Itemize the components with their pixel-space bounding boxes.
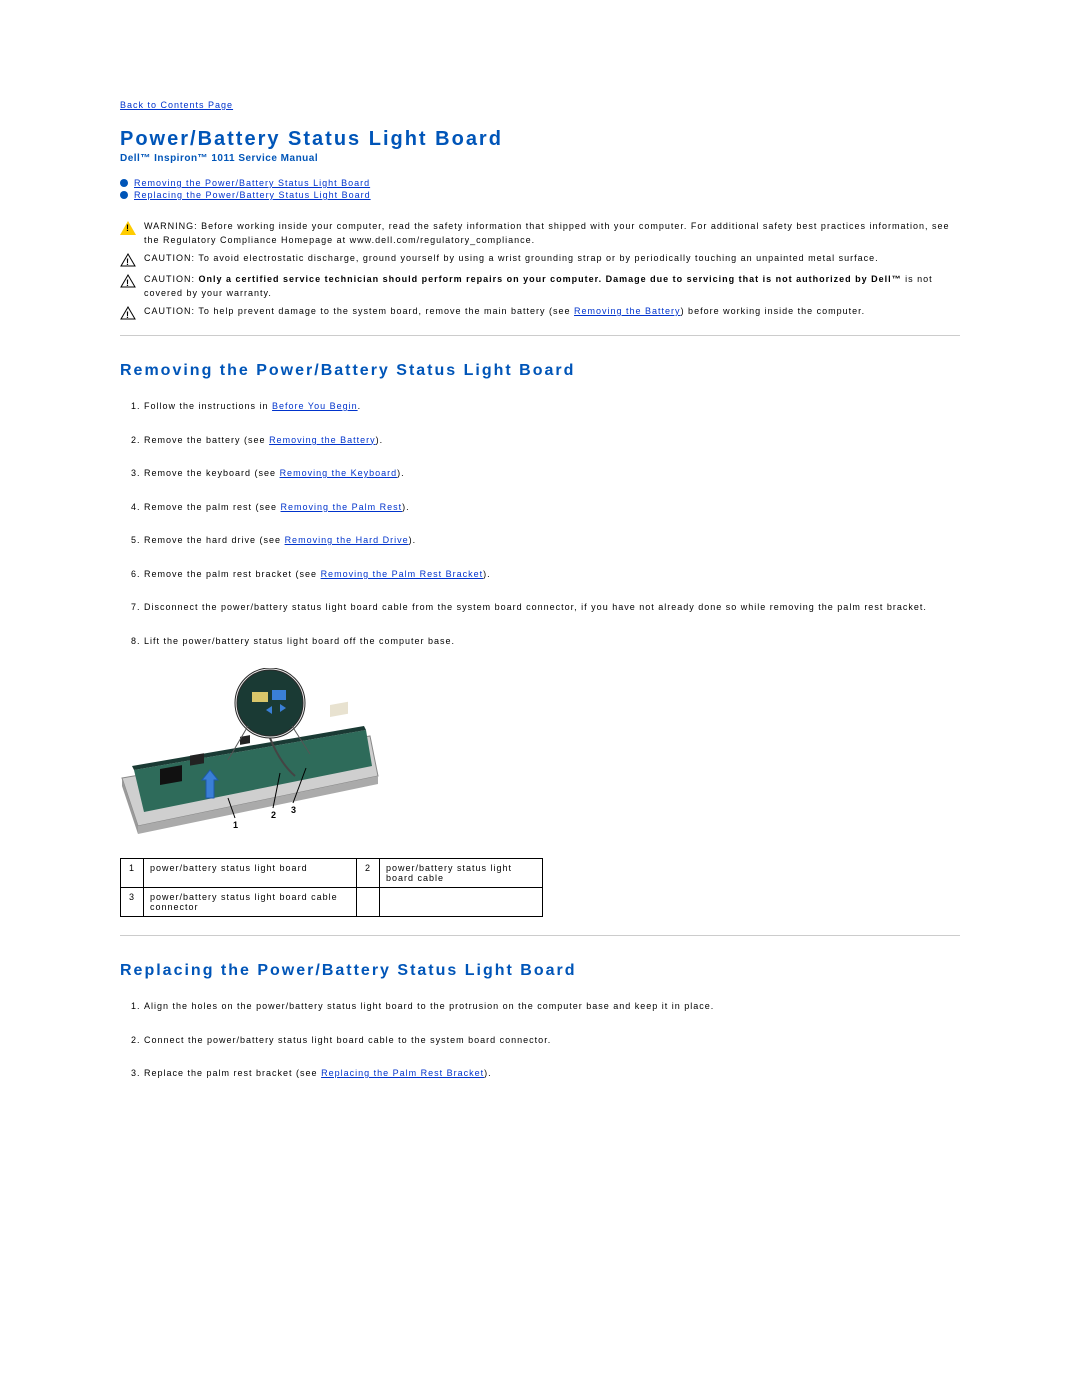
svg-text:3: 3	[291, 805, 297, 815]
step: Follow the instructions in Before You Be…	[144, 400, 960, 414]
step-text: Replace the palm rest bracket (see	[144, 1068, 321, 1078]
step: Connect the power/battery status light b…	[144, 1034, 960, 1048]
svg-text:!: !	[126, 278, 130, 288]
step-text: ).	[402, 502, 410, 512]
step-text: Remove the keyboard (see	[144, 468, 280, 478]
step-text: Disconnect the power/battery status ligh…	[144, 602, 927, 612]
removing-palm-rest-bracket-link[interactable]: Removing the Palm Rest Bracket	[321, 569, 484, 579]
svg-text:2: 2	[271, 810, 277, 820]
caution2-lead: CAUTION:	[144, 274, 195, 284]
manual-subtitle: Dell™ Inspiron™ 1011 Service Manual	[120, 153, 960, 164]
page-title: Power/Battery Status Light Board	[120, 128, 960, 151]
callout-table: 1 power/battery status light board 2 pow…	[120, 858, 543, 917]
step-text: ).	[397, 468, 405, 478]
callout-num: 3	[121, 888, 144, 917]
back-to-contents-link[interactable]: Back to Contents Page	[120, 100, 960, 110]
caution1-lead: CAUTION:	[144, 253, 195, 263]
step: Remove the keyboard (see Removing the Ke…	[144, 467, 960, 481]
caution1-text: To avoid electrostatic discharge, ground…	[195, 253, 879, 263]
callout-num: 1	[121, 859, 144, 888]
toc-link-replacing[interactable]: Replacing the Power/Battery Status Light…	[134, 190, 371, 200]
removing-hard-drive-link[interactable]: Removing the Hard Drive	[285, 535, 409, 545]
caution3-lead: CAUTION:	[144, 306, 195, 316]
callout-label	[380, 888, 543, 917]
before-you-begin-link[interactable]: Before You Begin	[272, 401, 358, 411]
caution-triangle-icon: !	[120, 305, 138, 321]
caution-triangle-icon: !	[120, 252, 138, 268]
step-text: ).	[409, 535, 417, 545]
callout-label: power/battery status light board cable c…	[144, 888, 357, 917]
caution-notice-technician: ! CAUTION: Only a certified service tech…	[120, 273, 960, 300]
removing-battery-link[interactable]: Removing the Battery	[574, 306, 681, 316]
caution-triangle-icon: !	[120, 273, 138, 289]
svg-text:1: 1	[233, 820, 239, 830]
bullet-icon	[120, 179, 128, 187]
caution-notice-battery: ! CAUTION: To help prevent damage to the…	[120, 305, 960, 321]
step-text: Remove the battery (see	[144, 435, 269, 445]
callout-num: 2	[357, 859, 380, 888]
caution3-post: ) before working inside the computer.	[681, 306, 866, 316]
section-replacing-title: Replacing the Power/Battery Status Light…	[120, 962, 960, 980]
callout-label: power/battery status light board	[144, 859, 357, 888]
warning-text: Before working inside your computer, rea…	[144, 221, 949, 245]
replacing-steps-list: Align the holes on the power/battery sta…	[144, 1000, 960, 1081]
caution-notice-esd: ! CAUTION: To avoid electrostatic discha…	[120, 252, 960, 268]
svg-text:!: !	[126, 257, 130, 267]
step: Align the holes on the power/battery sta…	[144, 1000, 960, 1014]
step-text: ).	[376, 435, 384, 445]
step-text: Lift the power/battery status light boar…	[144, 636, 455, 646]
callout-label: power/battery status light board cable	[380, 859, 543, 888]
step-text: ).	[483, 569, 491, 579]
divider	[120, 935, 960, 936]
step: Remove the hard drive (see Removing the …	[144, 534, 960, 548]
caution2-bold: Only a certified service technician shou…	[195, 274, 902, 284]
bullet-icon	[120, 191, 128, 199]
callout-num	[357, 888, 380, 917]
replacing-palm-rest-bracket-link[interactable]: Replacing the Palm Rest Bracket	[321, 1068, 484, 1078]
step-text: Remove the hard drive (see	[144, 535, 285, 545]
removing-keyboard-link[interactable]: Removing the Keyboard	[280, 468, 398, 478]
step: Remove the palm rest bracket (see Removi…	[144, 568, 960, 582]
toc-link-removing[interactable]: Removing the Power/Battery Status Light …	[134, 178, 370, 188]
removing-steps-list: Follow the instructions in Before You Be…	[144, 400, 960, 648]
warning-notice: WARNING: Before working inside your comp…	[120, 220, 960, 247]
divider	[120, 335, 960, 336]
step-text: ).	[484, 1068, 492, 1078]
step: Disconnect the power/battery status ligh…	[144, 601, 960, 615]
step: Remove the palm rest (see Removing the P…	[144, 501, 960, 515]
step-text: Align the holes on the power/battery sta…	[144, 1001, 714, 1011]
warning-lead: WARNING:	[144, 221, 198, 231]
component-figure: 1 2 3	[120, 668, 380, 838]
step-text: Connect the power/battery status light b…	[144, 1035, 551, 1045]
warning-triangle-icon	[120, 220, 138, 236]
step-text: Follow the instructions in	[144, 401, 272, 411]
section-removing-title: Removing the Power/Battery Status Light …	[120, 362, 960, 380]
step-text: .	[358, 401, 362, 411]
table-of-contents: Removing the Power/Battery Status Light …	[120, 178, 960, 200]
step: Remove the battery (see Removing the Bat…	[144, 434, 960, 448]
step-text: Remove the palm rest (see	[144, 502, 281, 512]
removing-battery-link[interactable]: Removing the Battery	[269, 435, 376, 445]
removing-palm-rest-link[interactable]: Removing the Palm Rest	[281, 502, 403, 512]
svg-text:!: !	[126, 310, 130, 320]
step-text: Remove the palm rest bracket (see	[144, 569, 321, 579]
step: Replace the palm rest bracket (see Repla…	[144, 1067, 960, 1081]
caution3-pre: To help prevent damage to the system boa…	[195, 306, 574, 316]
step: Lift the power/battery status light boar…	[144, 635, 960, 649]
